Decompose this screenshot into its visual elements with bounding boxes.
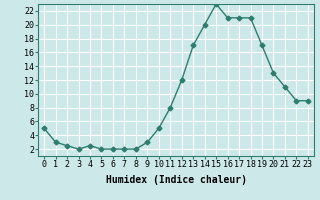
X-axis label: Humidex (Indice chaleur): Humidex (Indice chaleur): [106, 175, 246, 185]
